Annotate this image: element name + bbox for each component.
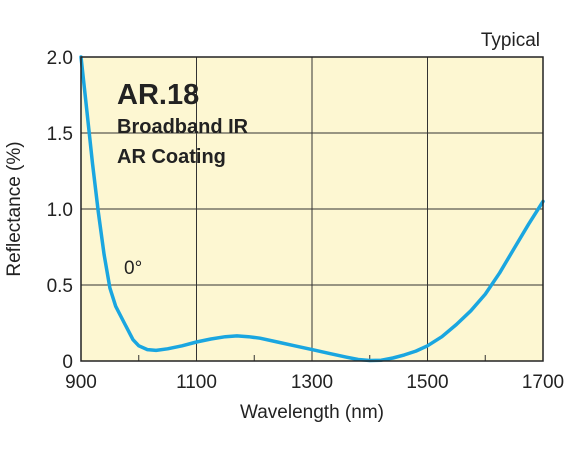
- chart-title: AR.18: [117, 79, 199, 111]
- y-tick-label: 1.5: [47, 124, 73, 145]
- grid: [80, 57, 544, 361]
- chart-subtitle-line-2: AR Coating: [117, 146, 226, 168]
- y-tick-label: 0.5: [47, 276, 73, 297]
- x-tick-label: 1100: [176, 372, 217, 393]
- plot-frame: [80, 56, 544, 362]
- x-axis-label: Wavelength (nm): [240, 402, 384, 423]
- x-tick-label: 1300: [291, 372, 333, 393]
- chart-subtitle-line-1: Broadband IR: [117, 116, 249, 138]
- corner-note: Typical: [481, 30, 540, 51]
- y-axis-label: Reflectance (%): [4, 141, 25, 276]
- angle-annotation: 0°: [124, 258, 142, 279]
- y-tick-label: 0: [62, 352, 73, 373]
- tick-labels: 900 1100 1300 1500 1700 0 0.5 1.0 1.5 2.0: [47, 48, 565, 393]
- x-tick-label: 1500: [406, 372, 448, 393]
- series-line-0-degrees: [79, 55, 545, 363]
- x-tick-label: 900: [65, 372, 97, 393]
- y-tick-label: 2.0: [47, 48, 73, 69]
- y-tick-label: 1.0: [47, 200, 73, 221]
- x-tick-label: 1700: [522, 372, 564, 393]
